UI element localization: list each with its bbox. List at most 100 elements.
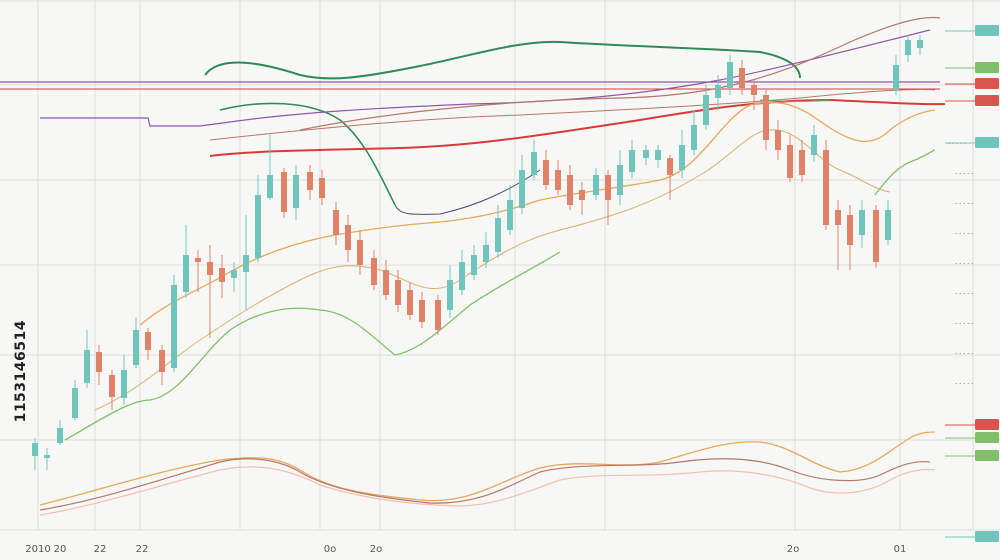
price-tag [975, 78, 999, 89]
candle-body [72, 388, 78, 418]
svg-text:- - - - -: - - - - - [955, 290, 973, 297]
x-axis-labels: 2010 20 22 22 0o 2o 2o 01 [25, 544, 906, 555]
candle-body [507, 200, 513, 230]
candle-body [629, 150, 635, 172]
candle-body [579, 190, 585, 200]
moving-averages [40, 16, 946, 441]
stock-image-id: 1153146514 [13, 320, 29, 423]
candle-body [219, 268, 225, 282]
ma-green-light [64, 251, 561, 441]
svg-text:- - - - -: - - - - - [955, 230, 973, 237]
ma-red [209, 98, 946, 157]
candle-body [133, 330, 139, 365]
x-tick-label: 20 [54, 544, 67, 555]
candle-body [483, 245, 489, 262]
price-tag [975, 450, 999, 461]
candle-body [905, 40, 911, 55]
svg-text:- - - - -: - - - - - [955, 170, 973, 177]
ma-tan [94, 129, 891, 411]
candle-body [57, 428, 63, 443]
candle-body [679, 145, 685, 170]
candle-body [407, 290, 413, 315]
candle-body [835, 210, 841, 225]
candle-body [267, 175, 273, 198]
candle-body [281, 172, 287, 212]
candle-body [787, 145, 793, 178]
candle-body [667, 158, 673, 175]
candle-body [763, 95, 769, 140]
candle-body [531, 152, 537, 175]
candle-body [593, 175, 599, 195]
candle-body [419, 300, 425, 322]
candle-body [345, 225, 351, 250]
candle-body [183, 255, 189, 292]
candle-body [799, 150, 805, 175]
oscillator [39, 431, 936, 516]
candle-body [84, 350, 90, 383]
candle-body [32, 443, 38, 456]
x-tick-label: 2010 [25, 544, 50, 555]
candle-body [775, 130, 781, 150]
candle-body [207, 262, 213, 275]
x-tick-label: 0o [324, 544, 336, 555]
candle-body [917, 40, 923, 48]
price-tag [975, 25, 999, 36]
candle-body [715, 85, 721, 98]
svg-text:- - - - -: - - - - - [955, 350, 973, 357]
osc-brown [39, 458, 931, 511]
candle-body [885, 210, 891, 240]
candle-body [873, 210, 879, 262]
candle-body [739, 68, 745, 88]
candle-body [319, 178, 325, 198]
grid [0, 0, 1000, 531]
candle-body [383, 270, 389, 295]
ma-orange [139, 101, 936, 326]
candle-body [471, 255, 477, 275]
x-tick-label: 2o [370, 544, 382, 555]
candle-body [447, 280, 453, 310]
svg-text:- - - - -: - - - - - [955, 260, 973, 267]
candlesticks [32, 35, 923, 470]
candle-body [231, 270, 237, 278]
candle-body [44, 455, 50, 458]
candle-body [567, 175, 573, 205]
candle-body [195, 258, 201, 262]
candle-body [859, 210, 865, 235]
candle-body [605, 175, 611, 200]
candle-body [293, 175, 299, 208]
x-tick-label: 01 [894, 544, 907, 555]
svg-text:- - - - -: - - - - - [955, 320, 973, 327]
candle-body [555, 170, 561, 190]
candle-body [691, 125, 697, 150]
candle-body [159, 350, 165, 372]
candle-body [703, 95, 709, 125]
candle-body [751, 85, 757, 95]
candle-body [121, 370, 127, 398]
price-tag [975, 432, 999, 443]
candle-body [643, 150, 649, 158]
candle-body [96, 352, 102, 372]
price-tag [975, 419, 999, 430]
x-tick-label: 22 [136, 544, 149, 555]
candle-body [893, 65, 899, 90]
y-axis-dashes: - - - - - - - - - - - - - - - - - - - - … [948, 140, 973, 387]
ma-green-dark [204, 40, 801, 80]
candle-body [459, 262, 465, 290]
candle-body [617, 165, 623, 195]
candle-body [543, 160, 549, 185]
candle-body [655, 150, 661, 160]
candle-body [847, 215, 853, 245]
candle-body [145, 332, 151, 350]
candle-body [333, 210, 339, 235]
x-tick-label: 2o [787, 544, 799, 555]
price-tags [945, 25, 999, 542]
osc-pink [39, 466, 936, 516]
ma-brown [299, 16, 941, 131]
horizontal-levels [0, 81, 940, 90]
candle-body [395, 280, 401, 305]
osc-orange [39, 431, 936, 506]
candle-body [519, 170, 525, 208]
candle-body [243, 255, 249, 272]
